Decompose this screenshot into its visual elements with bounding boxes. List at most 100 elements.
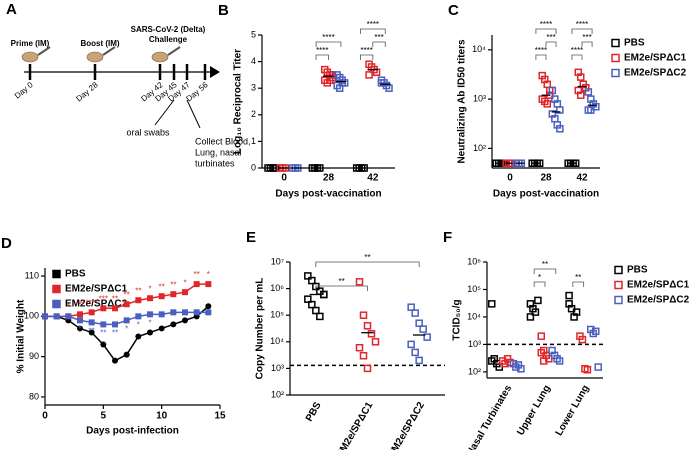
day-label: Day 0 (13, 80, 35, 101)
data-point (170, 309, 177, 316)
data-point (591, 327, 600, 336)
boost-label: Boost (IM) (80, 39, 119, 48)
y-axis-label: Log₁₀ Reciprocal Titer (233, 49, 244, 154)
panel-label: C (448, 2, 459, 19)
data-point (77, 311, 83, 318)
y-tick-label: 10⁷ (271, 256, 284, 266)
x-tick-label: 0 (507, 173, 513, 184)
significance-label: **** (535, 46, 547, 55)
significance-label: ** (124, 290, 130, 299)
y-axis-label: TCID₅₀/g (452, 299, 463, 340)
x-axis-label: Days post-vaccination (275, 189, 381, 200)
significance-label: ** (575, 273, 581, 282)
data-point (100, 305, 107, 312)
significance-bracket (533, 268, 557, 274)
significance-bracket (372, 41, 386, 47)
significance-label: * (125, 324, 128, 333)
x-tick-label: 0 (281, 173, 287, 184)
significance-label: * (538, 273, 541, 282)
panel-label: E (246, 229, 256, 246)
significance-label: *** (374, 33, 383, 42)
data-point (534, 296, 542, 305)
data-point (419, 325, 427, 333)
y-tick-label: 90 (29, 351, 39, 361)
legend-marker (52, 299, 61, 309)
significance-label: *** (582, 33, 591, 42)
syringe-icons (37, 46, 181, 56)
x-tick-label: 42 (576, 173, 588, 184)
legend-marker (52, 269, 61, 279)
outcome-label: Collect Blood, (195, 136, 251, 146)
legend-label: EM2e/SPΔC2 (627, 295, 690, 306)
significance-bracket (315, 41, 342, 47)
data-point (577, 91, 585, 99)
y-axis-label: Neutralizing Ab ID50 titers (457, 39, 468, 164)
x-tick-label: EM2e/SPΔC1 (335, 400, 376, 450)
data-point (587, 106, 595, 114)
significance-label: ** (89, 327, 95, 336)
significance-label: **** (576, 20, 588, 29)
y-axis-label: Copy Number per mL (255, 278, 266, 380)
significance-bracket (571, 54, 583, 60)
legend-marker (52, 284, 61, 294)
significance-bracket (360, 54, 374, 60)
data-point (88, 319, 95, 326)
panel-label: F (443, 229, 452, 246)
data-point (363, 322, 372, 330)
data-point (407, 340, 415, 349)
data-point (359, 351, 368, 360)
significance-bracket (360, 28, 386, 34)
y-tick-label: 10⁴ (270, 336, 284, 346)
legend-label: EM2e/SPΔC2 (624, 68, 687, 79)
significance-bracket (535, 28, 557, 34)
data-point (147, 311, 153, 318)
x-tick-label: PBS (304, 400, 324, 424)
data-point (316, 312, 324, 321)
data-point (158, 311, 165, 318)
data-point (77, 325, 83, 332)
data-point (355, 343, 364, 352)
data-point (594, 363, 602, 371)
data-point (193, 309, 200, 316)
x-tick-label: Lower Lung (554, 383, 592, 438)
significance-label: * (78, 324, 81, 333)
data-point (415, 356, 423, 365)
significance-bracket (315, 54, 329, 60)
legend-label: EM2e/SPΔC1 (627, 280, 690, 291)
y-tick-label: 100 (24, 311, 39, 321)
data-point (100, 341, 107, 348)
data-point (407, 303, 415, 311)
data-point (543, 100, 551, 108)
significance-bracket (572, 281, 585, 287)
data-point (415, 319, 423, 327)
y-tick-label: 10² (271, 389, 284, 399)
data-point (578, 335, 587, 344)
data-point (112, 357, 118, 364)
data-point (170, 291, 177, 298)
data-point (577, 73, 585, 81)
significance-bracket (581, 41, 593, 47)
y-tick-label: 10⁶ (467, 256, 481, 266)
data-point (411, 309, 419, 317)
legend-marker (611, 68, 620, 78)
data-point (359, 311, 368, 319)
y-tick-label: 10⁵ (467, 284, 481, 294)
y-tick-label: 10⁶ (270, 283, 284, 293)
data-point (182, 317, 188, 324)
significance-bracket (545, 41, 557, 47)
x-tick-label: EM2e/SPΔC2 (386, 400, 427, 450)
data-point (565, 291, 573, 300)
x-tick-label: 42 (367, 173, 379, 184)
day-label: Day 28 (74, 80, 100, 104)
data-point (158, 325, 165, 332)
data-point (135, 333, 142, 340)
y-tick-label: 10³ (468, 339, 481, 349)
y-tick-label: 10³ (473, 93, 486, 103)
significance-label: **** (322, 33, 334, 42)
legend-label: PBS (627, 265, 648, 276)
legend-label: EM2e/SPΔC1 (65, 284, 128, 295)
data-point (367, 330, 376, 338)
significance-label: **** (316, 46, 328, 55)
significance-label: **** (367, 20, 379, 29)
legend-label: PBS (624, 38, 645, 49)
